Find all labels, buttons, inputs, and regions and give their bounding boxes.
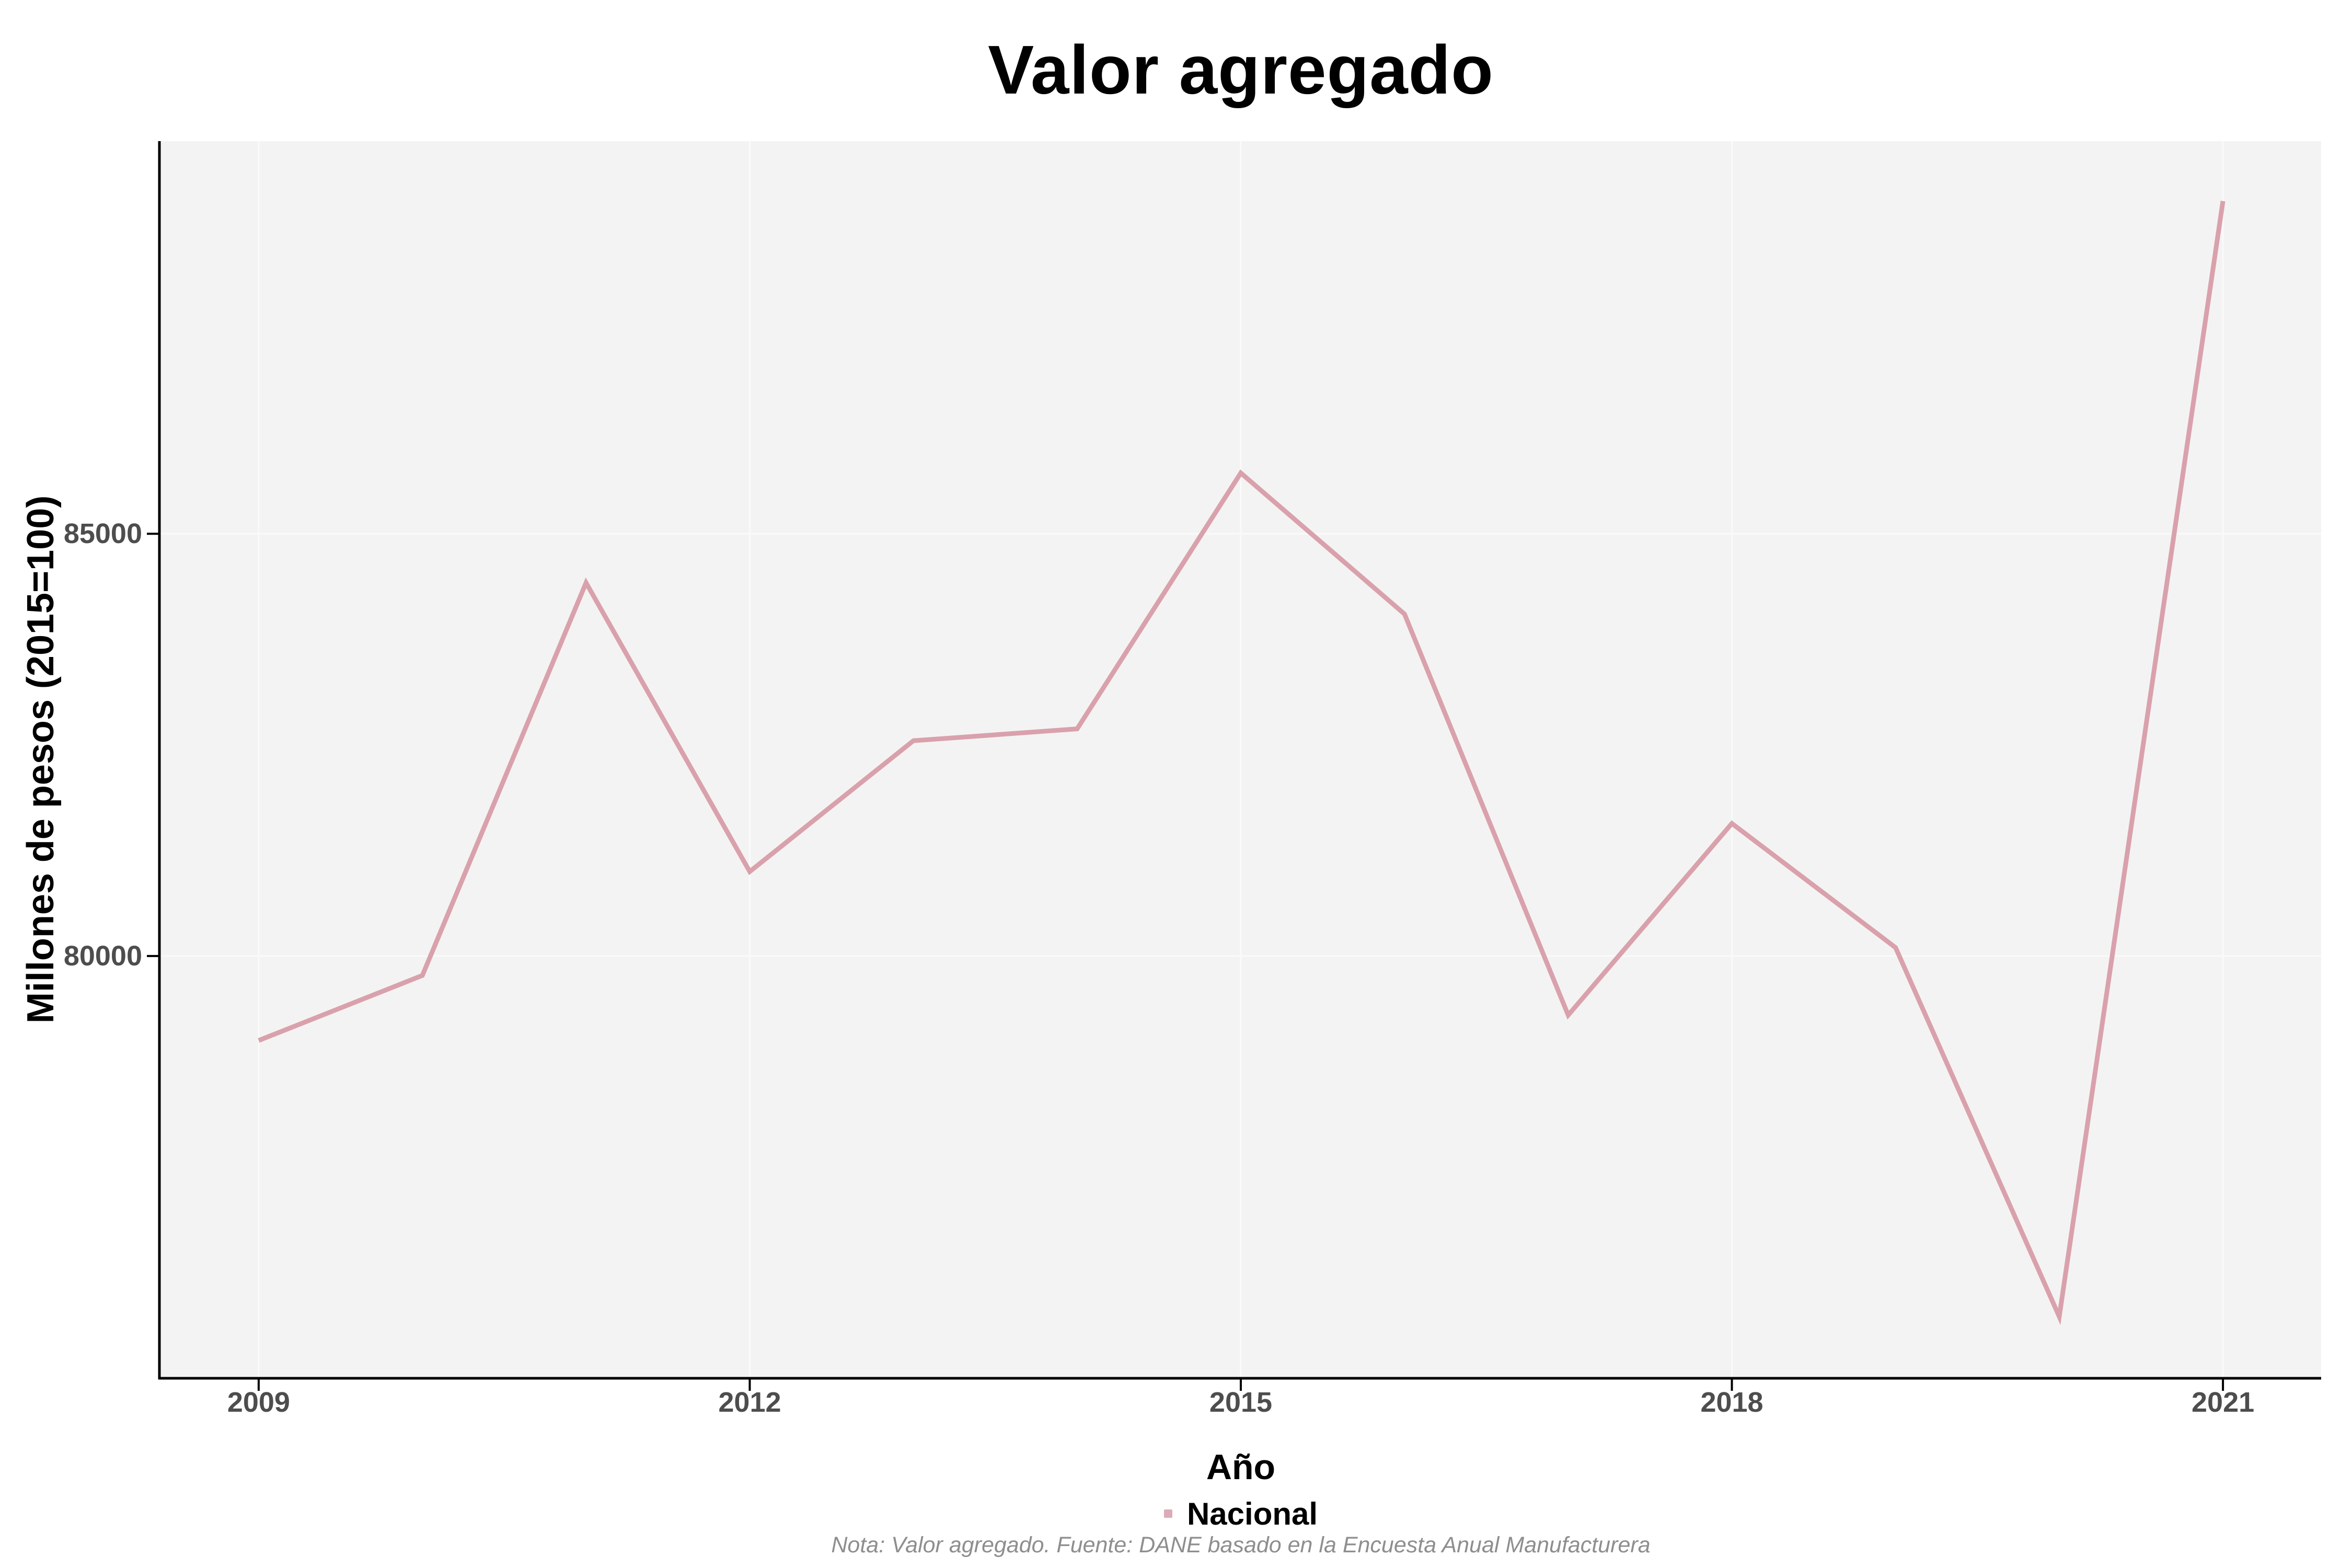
nacional-line-series xyxy=(258,201,2226,1325)
x-tick-label: 2012 xyxy=(718,1387,781,1418)
x-tick-label: 2015 xyxy=(1209,1387,1273,1418)
chart-title: Valor agregado xyxy=(988,31,1494,108)
x-tick-label: 2021 xyxy=(2192,1387,2255,1418)
legend-key-swatch xyxy=(1163,1509,1172,1518)
y-tick-label: 85000 xyxy=(63,518,142,550)
x-tick-label: 2009 xyxy=(227,1387,290,1418)
source-note: Nota: Valor agregado. Fuente: DANE basad… xyxy=(831,1532,1651,1558)
x-axis-title: Año xyxy=(1206,1447,1276,1487)
legend: Nacional xyxy=(160,1493,2321,1535)
y-tick-label: 80000 xyxy=(63,940,142,972)
legend-series-label: Nacional xyxy=(1186,1496,1318,1531)
x-tick-label: 2018 xyxy=(1700,1387,1763,1418)
